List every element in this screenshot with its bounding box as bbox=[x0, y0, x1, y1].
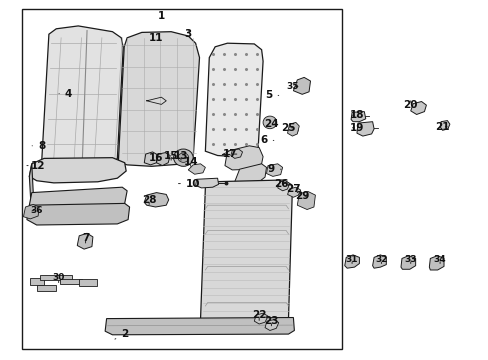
Polygon shape bbox=[77, 233, 93, 249]
Polygon shape bbox=[30, 278, 43, 285]
Text: 32: 32 bbox=[374, 255, 387, 264]
Text: 10: 10 bbox=[178, 179, 200, 189]
Polygon shape bbox=[23, 204, 39, 219]
Ellipse shape bbox=[263, 116, 276, 129]
Text: 28: 28 bbox=[142, 195, 156, 205]
Text: 25: 25 bbox=[281, 123, 295, 133]
Text: 31: 31 bbox=[345, 255, 358, 264]
Polygon shape bbox=[205, 43, 263, 157]
Polygon shape bbox=[428, 256, 443, 270]
Text: 9: 9 bbox=[267, 164, 281, 174]
Polygon shape bbox=[400, 256, 415, 269]
Text: 2: 2 bbox=[115, 329, 128, 339]
Polygon shape bbox=[41, 26, 123, 167]
Text: 34: 34 bbox=[433, 255, 446, 264]
Text: 15: 15 bbox=[163, 151, 178, 161]
Polygon shape bbox=[79, 279, 96, 286]
Polygon shape bbox=[118, 32, 199, 166]
Polygon shape bbox=[266, 164, 282, 176]
Text: 30: 30 bbox=[52, 274, 65, 283]
Polygon shape bbox=[195, 178, 218, 188]
Polygon shape bbox=[29, 158, 126, 183]
Text: 19: 19 bbox=[349, 123, 364, 133]
Text: 13: 13 bbox=[173, 151, 188, 161]
Polygon shape bbox=[144, 152, 157, 165]
Polygon shape bbox=[350, 112, 365, 122]
Polygon shape bbox=[40, 274, 72, 280]
Polygon shape bbox=[356, 122, 373, 136]
Text: 36: 36 bbox=[30, 206, 43, 215]
Text: 17: 17 bbox=[222, 149, 237, 159]
Polygon shape bbox=[344, 255, 359, 268]
Polygon shape bbox=[277, 181, 289, 191]
Polygon shape bbox=[156, 153, 170, 166]
Text: 20: 20 bbox=[403, 100, 417, 110]
Polygon shape bbox=[293, 77, 310, 94]
Polygon shape bbox=[29, 164, 33, 202]
Text: 22: 22 bbox=[251, 310, 266, 320]
Text: 7: 7 bbox=[81, 233, 89, 243]
Text: 23: 23 bbox=[264, 316, 278, 326]
Text: 14: 14 bbox=[183, 157, 198, 167]
Polygon shape bbox=[60, 279, 81, 284]
Polygon shape bbox=[234, 164, 266, 185]
Ellipse shape bbox=[178, 153, 188, 162]
Text: 24: 24 bbox=[264, 119, 278, 129]
Polygon shape bbox=[144, 193, 168, 207]
Polygon shape bbox=[188, 164, 205, 174]
Text: 26: 26 bbox=[273, 179, 288, 189]
Polygon shape bbox=[200, 180, 292, 326]
Text: 33: 33 bbox=[404, 255, 416, 264]
Text: 4: 4 bbox=[59, 89, 72, 99]
Polygon shape bbox=[439, 121, 449, 130]
Polygon shape bbox=[254, 313, 267, 324]
Polygon shape bbox=[372, 255, 386, 268]
Polygon shape bbox=[224, 146, 263, 170]
Text: 5: 5 bbox=[265, 90, 278, 100]
Polygon shape bbox=[287, 122, 299, 136]
Bar bbox=[22, 9, 342, 349]
Text: 16: 16 bbox=[149, 153, 163, 163]
Text: 21: 21 bbox=[434, 122, 449, 132]
Text: 27: 27 bbox=[285, 184, 300, 194]
Text: 29: 29 bbox=[294, 191, 309, 201]
Text: 1: 1 bbox=[158, 11, 164, 21]
Polygon shape bbox=[287, 187, 300, 197]
Polygon shape bbox=[27, 203, 129, 225]
Polygon shape bbox=[264, 320, 278, 330]
Polygon shape bbox=[37, 285, 56, 291]
Polygon shape bbox=[230, 149, 242, 158]
Text: 35: 35 bbox=[285, 82, 298, 91]
Polygon shape bbox=[410, 102, 426, 114]
Text: 12: 12 bbox=[27, 161, 45, 171]
Text: 11: 11 bbox=[149, 33, 163, 43]
Text: 8: 8 bbox=[32, 141, 45, 151]
Polygon shape bbox=[297, 192, 315, 210]
Text: 3: 3 bbox=[184, 29, 191, 39]
Polygon shape bbox=[105, 318, 294, 335]
Ellipse shape bbox=[173, 149, 193, 166]
Polygon shape bbox=[29, 187, 127, 211]
Text: 18: 18 bbox=[349, 110, 364, 120]
Text: 6: 6 bbox=[260, 135, 273, 145]
